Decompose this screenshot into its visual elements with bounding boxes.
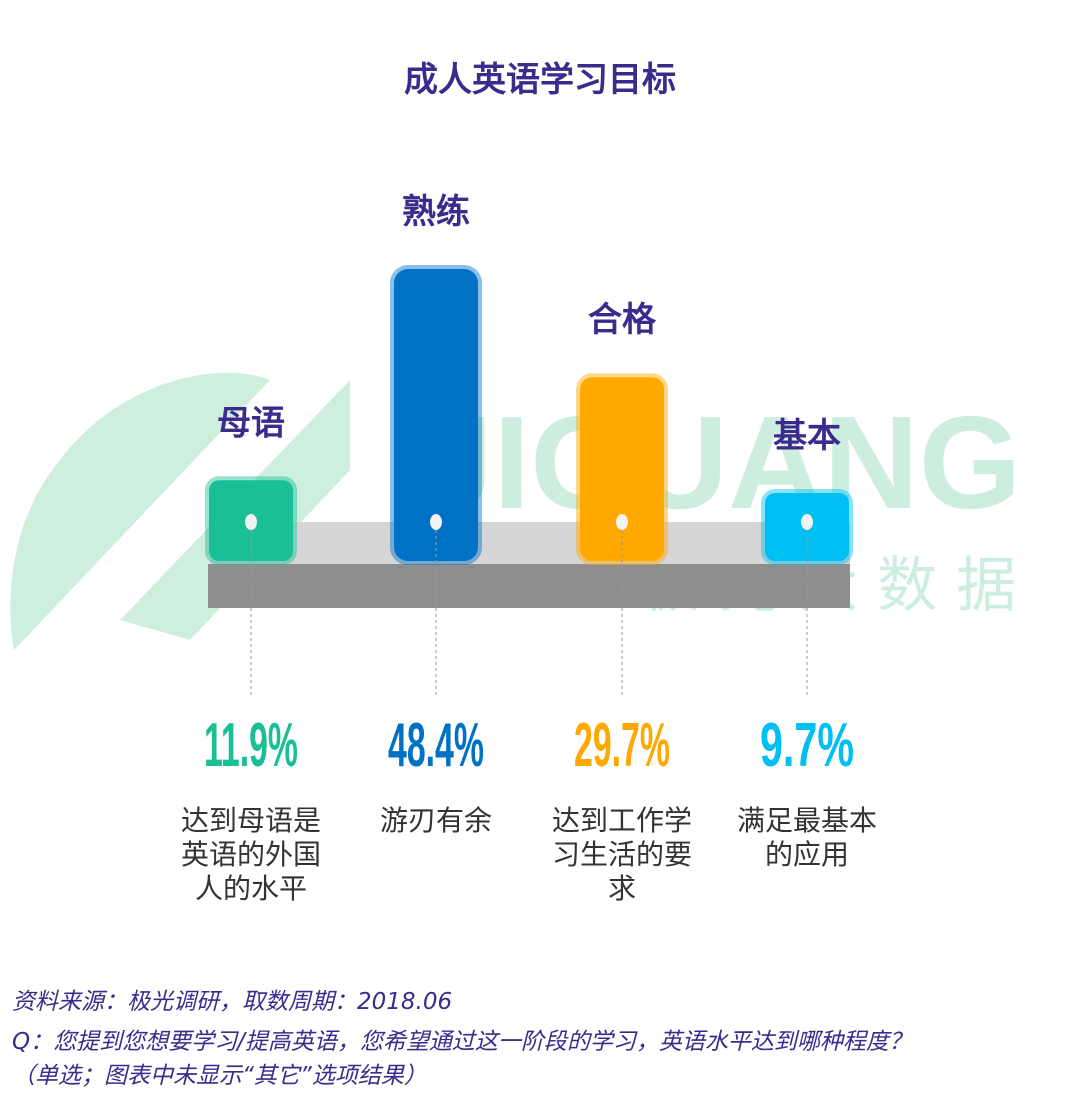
watermark-logo-icon xyxy=(10,372,350,650)
bar-dot-shulian xyxy=(430,514,442,530)
category-label-shulian: 熟练 xyxy=(402,192,470,232)
bars xyxy=(205,265,853,565)
descriptions: 达到母语是 英语的外国 人的水平 游刃有余 达到工作学 习生活的要 求 满足最基… xyxy=(181,804,877,905)
category-label-hege: 合格 xyxy=(588,300,657,340)
bar-hege xyxy=(576,373,668,565)
platform xyxy=(208,522,850,608)
description-line: 满足最基本 xyxy=(737,804,877,837)
value-label-hege: 29.7% xyxy=(574,711,670,780)
platform-top xyxy=(210,522,850,566)
platform-front xyxy=(208,564,850,608)
description-line: 人的水平 xyxy=(195,872,307,905)
category-labels: 母语 熟练 合格 基本 xyxy=(217,192,841,456)
category-label-jiben: 基本 xyxy=(773,416,841,456)
watermark-latin: JIGUANG xyxy=(420,389,1021,536)
value-labels: 11.9% 48.4% 29.7% 9.7% xyxy=(204,711,854,780)
bar-dot-hege xyxy=(616,514,628,530)
source-note: 资料来源：极光调研，取数周期：2018.06 xyxy=(12,989,453,1015)
value-label-muyu: 11.9% xyxy=(204,711,298,780)
bar-dot-jiben xyxy=(801,514,813,530)
selection-note: （单选；图表中未显示“其它”选项结果） xyxy=(12,1063,427,1089)
category-label-muyu: 母语 xyxy=(217,403,285,443)
value-label-shulian: 48.4% xyxy=(388,711,484,780)
description-line: 的应用 xyxy=(765,838,849,871)
leaders xyxy=(245,514,813,698)
description-line: 达到母语是 xyxy=(181,804,321,837)
jiguang-watermark: JIGUANG 极 光 大 数 据 xyxy=(10,372,1021,650)
description-line: 英语的外国 xyxy=(181,838,321,871)
description-line: 达到工作学 xyxy=(552,804,692,837)
description-line: 习生活的要 xyxy=(552,838,692,871)
chart-title: 成人英语学习目标 xyxy=(404,60,676,100)
value-label-jiben: 9.7% xyxy=(760,711,854,780)
question-note: Q：您提到您想要学习/提高英语，您希望通过这一阶段的学习，英语水平达到哪种程度？ xyxy=(12,1029,912,1055)
bar-dot-muyu xyxy=(245,514,257,530)
description-line: 游刃有余 xyxy=(380,804,492,837)
description-line: 求 xyxy=(608,872,636,905)
